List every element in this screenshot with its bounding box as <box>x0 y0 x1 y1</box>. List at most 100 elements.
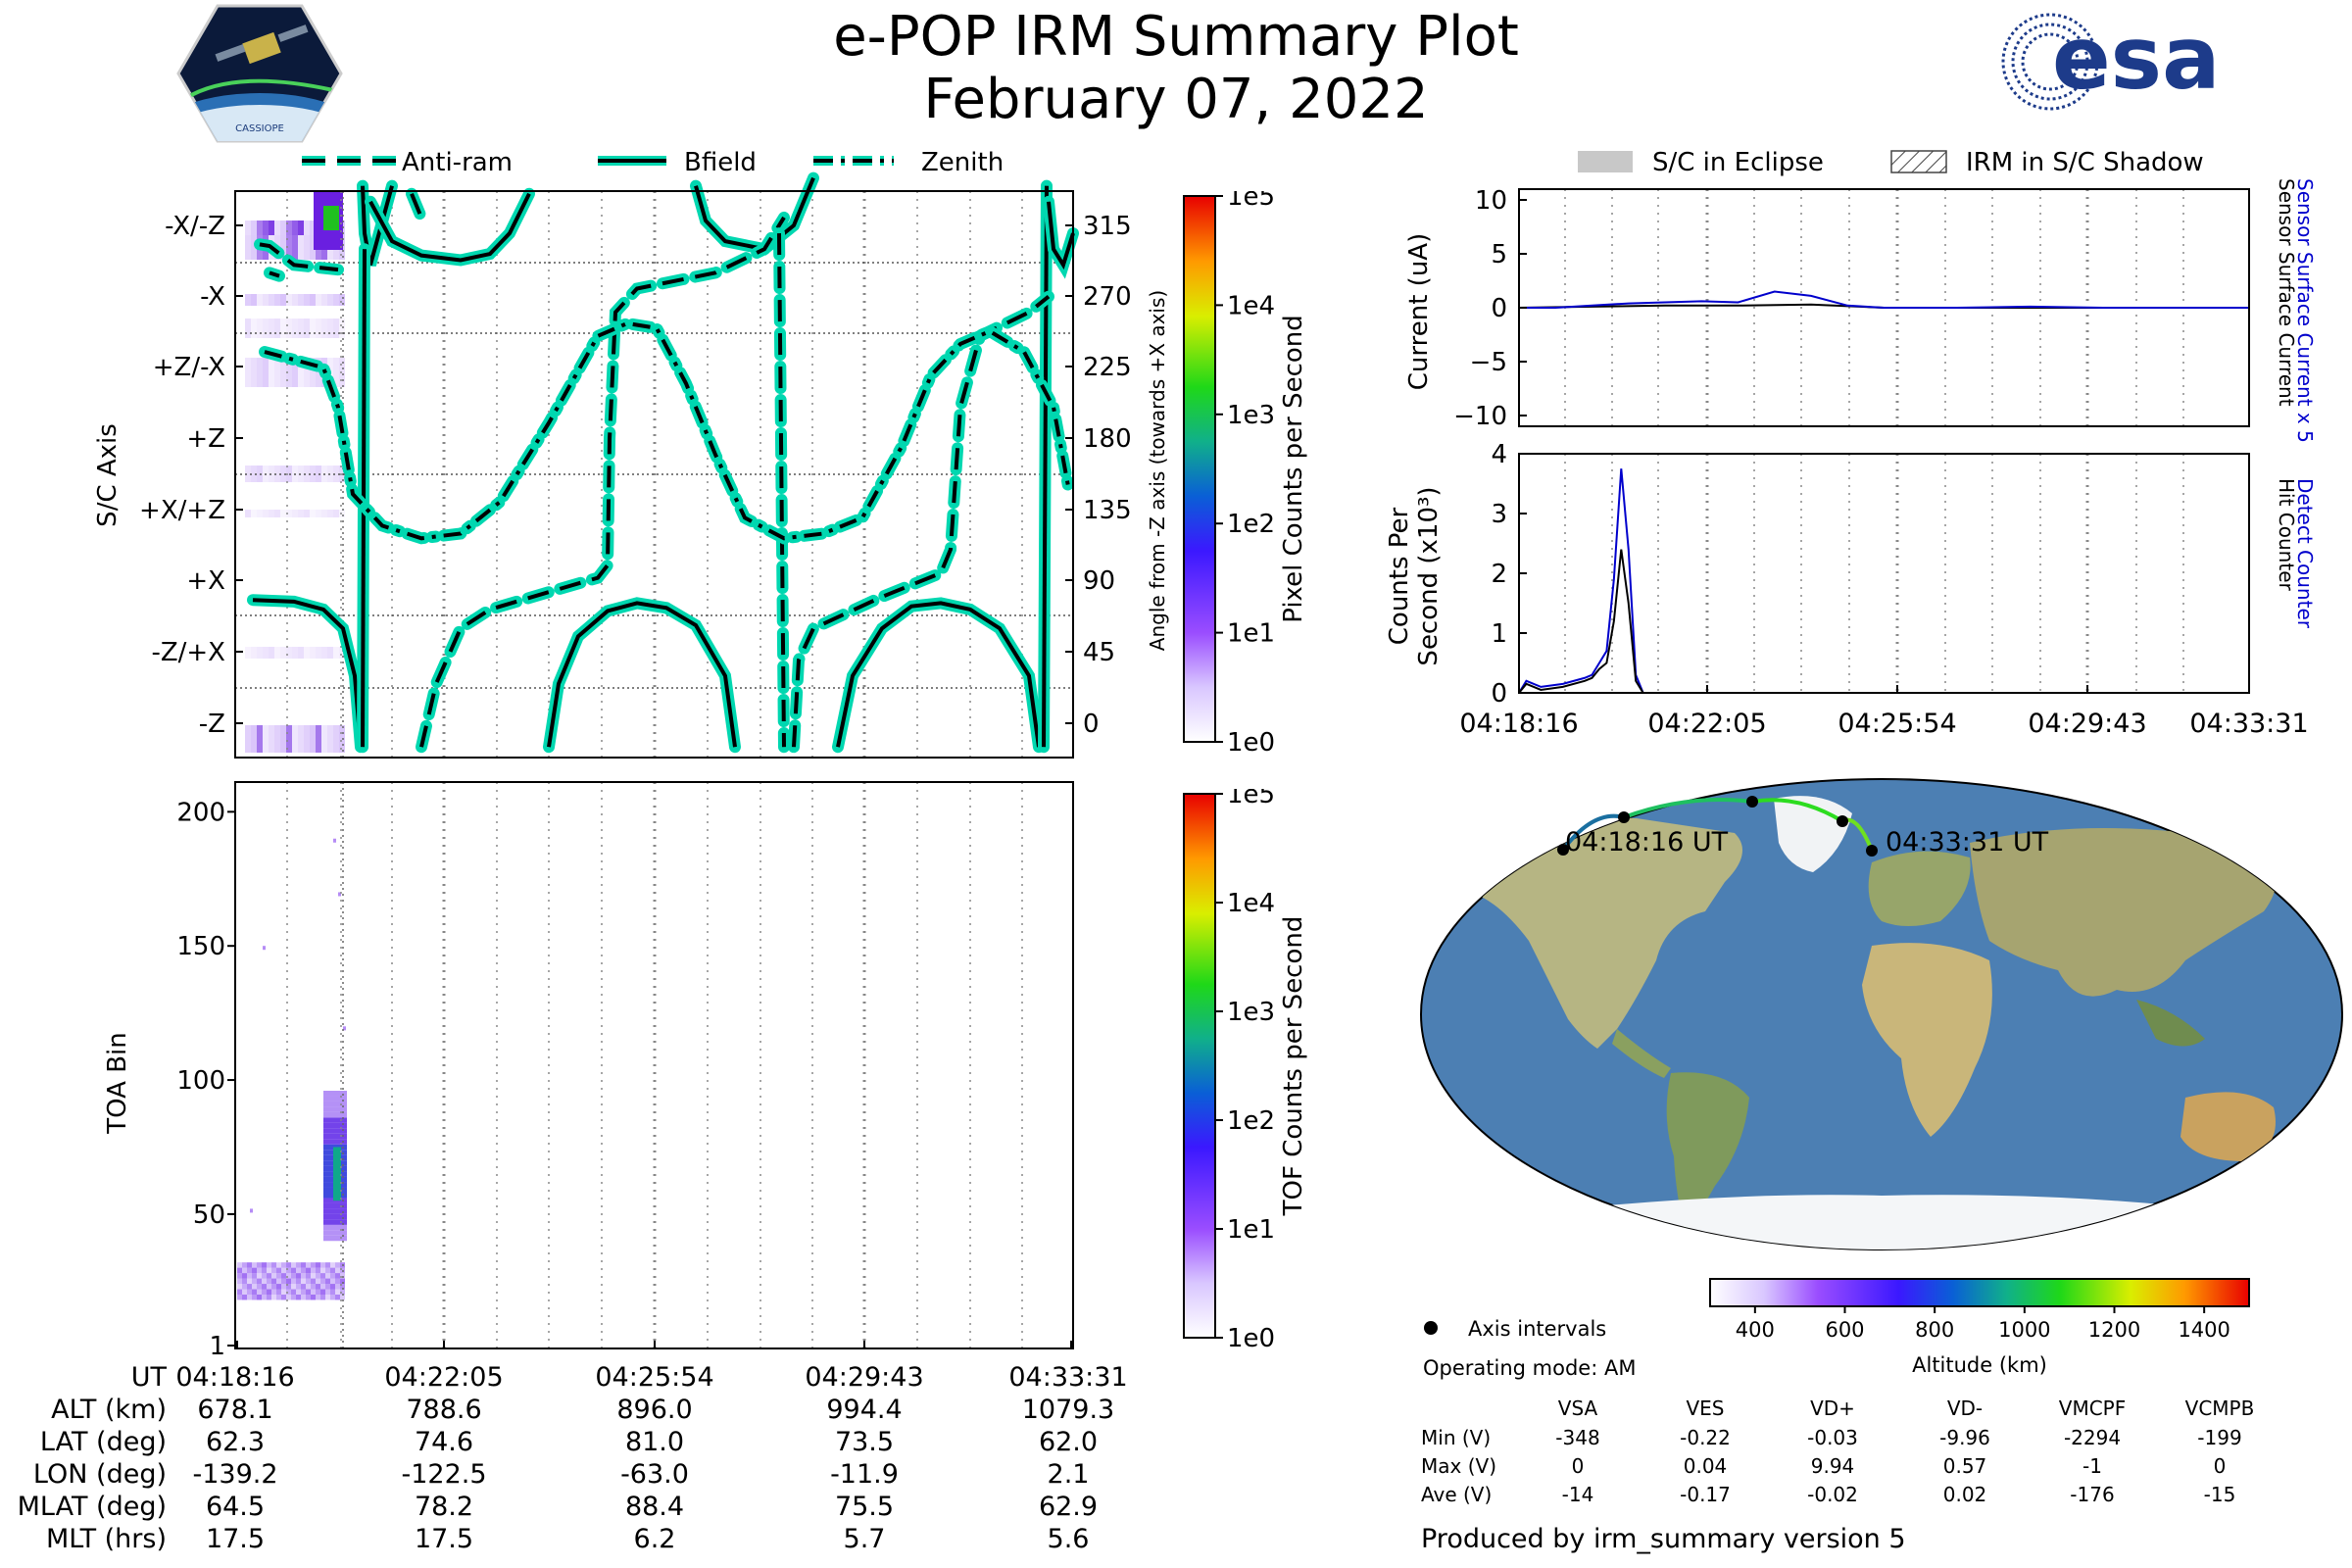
tof-count-cell <box>306 1273 311 1279</box>
australia <box>2180 1092 2276 1161</box>
tof-count-cell <box>242 1295 247 1300</box>
tof-count-cell <box>323 1235 327 1242</box>
tof-count-cell <box>343 1128 347 1134</box>
tof-count-cell <box>296 1295 301 1300</box>
pixel-count-cell <box>269 294 274 306</box>
tof-count-cell <box>323 1096 327 1102</box>
pixel-count-cell <box>263 358 269 387</box>
ephemeris-cell: 1079.3 <box>1021 1395 1115 1425</box>
tof-count-cell <box>267 1295 271 1300</box>
toa-tick-label: 50 <box>193 1200 225 1230</box>
axis-left-ticks: -X/-Z -X +Z/-X +Z +X/+Z +X -Z/+X -Z <box>139 212 243 739</box>
counts-plot-frame <box>1518 453 2250 694</box>
tof-count-cell <box>281 1278 286 1285</box>
legend-shadow-label: IRM in S/C Shadow <box>1966 148 2204 177</box>
tof-count-cell <box>343 1150 347 1155</box>
colorbar-label: Pixel Counts per Second <box>1279 315 1308 623</box>
pixel-count-cell <box>321 510 327 517</box>
tof-count-cell <box>331 1219 335 1225</box>
tof-count-cell <box>291 1278 296 1285</box>
pixel-count-cell <box>245 318 251 338</box>
tof-count-cell <box>335 1117 339 1123</box>
voltage-col-header: VD+ <box>1810 1396 1855 1420</box>
tof-count-cell <box>330 1267 335 1274</box>
colorbar-tick-label: 1e5 <box>1227 191 1275 212</box>
tof-count-cell <box>331 1208 335 1214</box>
anti-ram-curve <box>259 242 339 272</box>
pixel-count-cell <box>298 647 304 659</box>
pixel-count-cell <box>245 220 251 235</box>
voltage-cell: 0.04 <box>1683 1454 1728 1478</box>
pixel-count-cell <box>251 294 257 306</box>
tof-count-cell <box>311 1267 316 1274</box>
tof-count-cell <box>327 1219 331 1225</box>
tof-count-cell <box>339 1213 343 1220</box>
tof-count-cell <box>271 1278 276 1285</box>
pixel-count-cell <box>339 294 345 306</box>
tof-count-cell <box>323 1198 327 1203</box>
voltage-cell: -0.22 <box>1680 1426 1731 1449</box>
toa-plot: TOA Bin 200 150 100 50 1 <box>103 781 1074 1361</box>
toa-tick-label: 1 <box>209 1332 225 1361</box>
ephemeris-row-label: LAT (deg) <box>39 1427 167 1457</box>
pixel-count-cell <box>339 318 345 338</box>
pixel-count-cell <box>286 294 292 306</box>
cassiope-logo-text: CASSIOPE <box>235 123 284 134</box>
counts-tick-label: 0 <box>1491 679 1507 709</box>
colorbar-tick-label: 1e3 <box>1227 401 1275 430</box>
tof-count-cell <box>323 1202 327 1209</box>
pixel-count-cell <box>286 318 292 338</box>
tof-count-cell <box>331 1128 335 1134</box>
axis-label-tick: +Z/-X <box>153 353 225 382</box>
tof-count-cell <box>262 1262 267 1268</box>
legend-item-bfield: Bfield <box>598 148 757 177</box>
angle-tick: 225 <box>1083 353 1132 382</box>
angle-tick: 45 <box>1083 638 1115 667</box>
tof-count-cell <box>252 1284 257 1290</box>
tof-count-cell <box>237 1295 242 1300</box>
pixel-count-cell <box>251 725 257 753</box>
colorbar-tick-label: 1e2 <box>1227 1106 1275 1136</box>
tof-count-cell <box>291 1295 296 1300</box>
tof-count-cell <box>316 1262 320 1268</box>
tof-count-cell <box>331 1224 335 1231</box>
tof-count-cell <box>323 1230 327 1236</box>
ephemeris-row-label: ALT (km) <box>51 1395 167 1425</box>
tof-count-cell <box>323 1111 327 1118</box>
current-right-label-black: Sensor Surface Current <box>2275 178 2298 407</box>
tof-count-cell <box>335 1295 340 1300</box>
voltage-cell: 0.57 <box>1942 1454 1987 1478</box>
pixel-count-cell <box>316 358 321 387</box>
colorbar-tick-label: 1e1 <box>1227 619 1275 649</box>
pixel-count-cell <box>251 220 257 235</box>
ephemeris-cell: 2.1 <box>1047 1459 1090 1490</box>
zenith-curve <box>264 320 1070 541</box>
tof-count-cell <box>343 1187 347 1193</box>
anti-ram-curve <box>777 233 786 748</box>
pixel-count-cell <box>292 510 298 517</box>
hit-counter-line <box>1518 549 2249 694</box>
tof-count-cell <box>335 1111 339 1118</box>
pixel-count-cell <box>251 358 257 387</box>
tof-count-cell <box>343 1182 347 1188</box>
legend-eclipse-label: S/C in Eclipse <box>1652 148 1824 177</box>
tof-count-cell <box>323 1219 327 1225</box>
pixel-count-cell <box>269 725 274 753</box>
tof-count-cell <box>301 1284 306 1290</box>
tof-count-cell <box>331 1202 335 1209</box>
current-plot-ylabel: Current (uA) <box>1404 233 1434 390</box>
pixel-count-cell <box>339 466 345 482</box>
tof-count-cell <box>339 1091 343 1097</box>
anti-ram-curve <box>410 192 423 219</box>
counts-tick-label: 1 <box>1491 619 1507 649</box>
tof-count-cell <box>323 1187 327 1193</box>
voltage-cell: -0.17 <box>1680 1483 1731 1506</box>
tof-count-cell <box>327 1160 331 1166</box>
ephemeris-cell: 62.3 <box>205 1427 266 1457</box>
southeast-asia <box>2136 1000 2205 1047</box>
voltage-col-header: VSA <box>1557 1396 1598 1420</box>
tof-count-cell <box>271 1267 276 1274</box>
tof-count-cell <box>335 1213 339 1220</box>
pixel-count-cell <box>263 725 269 753</box>
tof-count-cell <box>316 1273 320 1279</box>
